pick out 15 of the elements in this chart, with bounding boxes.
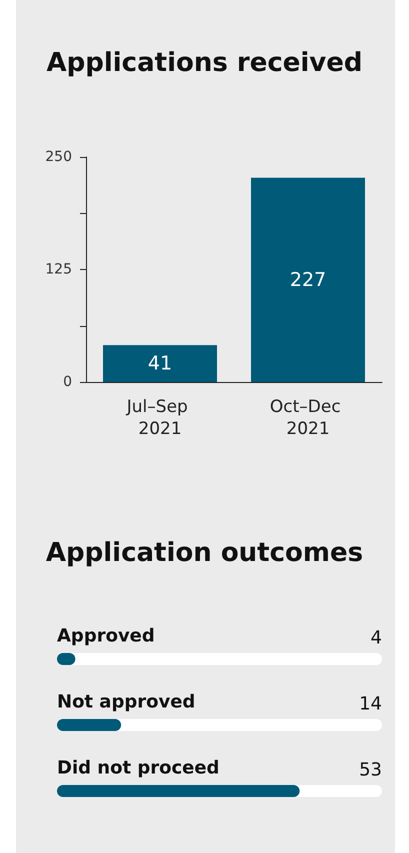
y-tick-label: Did not proceed <box>57 758 220 778</box>
data-label: 41 <box>148 352 172 375</box>
chart-title: Application outcomes <box>46 538 364 568</box>
chart-title: Applications received <box>46 48 362 78</box>
data-label: 227 <box>290 268 326 291</box>
y-tick-label: 250 <box>45 149 72 165</box>
data-label: 14 <box>359 694 382 714</box>
y-tick-label: Not approved <box>57 692 196 712</box>
x-tick-label: Jul–Sep 2021 <box>126 397 194 439</box>
data-label: 53 <box>359 760 382 780</box>
x-tick-label: Oct–Dec 2021 <box>270 397 346 439</box>
y-tick-label: Approved <box>57 626 155 646</box>
y-tick-label: 125 <box>45 262 72 278</box>
data-label: 4 <box>370 628 382 648</box>
y-tick-label: 0 <box>63 374 72 390</box>
